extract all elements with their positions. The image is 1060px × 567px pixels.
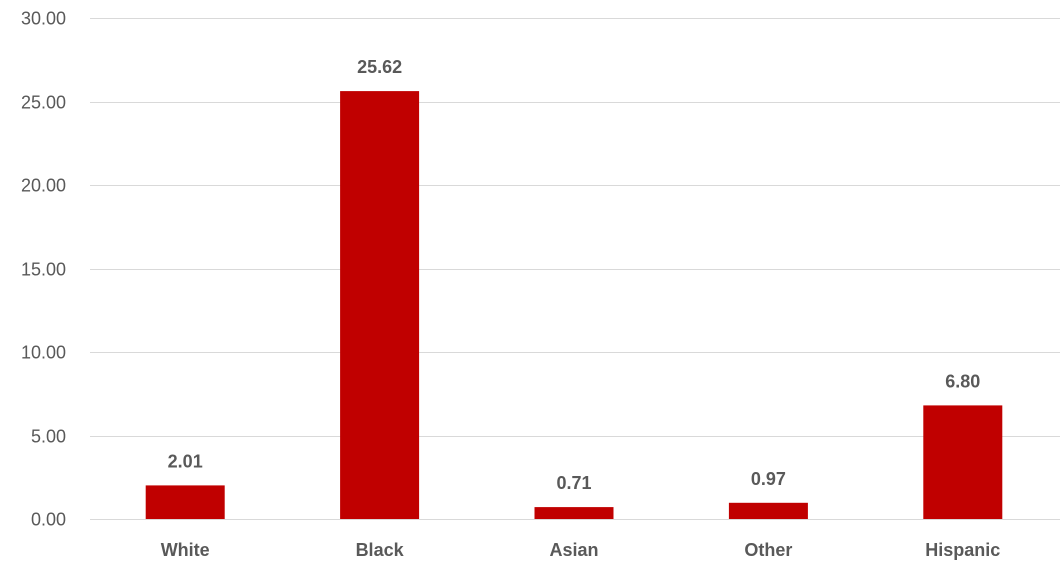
y-tick-label: 5.00	[31, 427, 66, 447]
bar-hispanic	[923, 405, 1003, 519]
y-tick-label: 15.00	[21, 260, 66, 280]
x-axis-category-labels: White Black Asian Other Hispanic	[161, 540, 1001, 560]
data-labels: 2.01 25.62 0.71 0.97 6.80	[168, 57, 981, 493]
data-label-black: 25.62	[357, 57, 402, 77]
bar-asian	[534, 507, 614, 519]
bar-other	[728, 502, 808, 519]
gridlines	[90, 18, 1060, 520]
bars	[145, 91, 1003, 519]
data-label-hispanic: 6.80	[945, 371, 980, 391]
y-tick-label: 20.00	[21, 176, 66, 196]
bar-white	[145, 485, 225, 519]
category-label-black: Black	[356, 540, 405, 560]
category-label-other: Other	[744, 540, 792, 560]
category-label-white: White	[161, 540, 210, 560]
data-label-white: 2.01	[168, 451, 203, 471]
data-label-asian: 0.71	[556, 473, 591, 493]
y-tick-label: 30.00	[21, 9, 66, 29]
y-tick-label: 0.00	[31, 510, 66, 530]
category-label-hispanic: Hispanic	[925, 540, 1000, 560]
y-tick-label: 10.00	[21, 343, 66, 363]
category-label-asian: Asian	[549, 540, 598, 560]
bar-black	[340, 91, 420, 519]
y-axis-tick-labels: 0.00 5.00 10.00 15.00 20.00 25.00 30.00	[21, 9, 66, 530]
y-tick-label: 25.00	[21, 93, 66, 113]
data-label-other: 0.97	[751, 469, 786, 489]
